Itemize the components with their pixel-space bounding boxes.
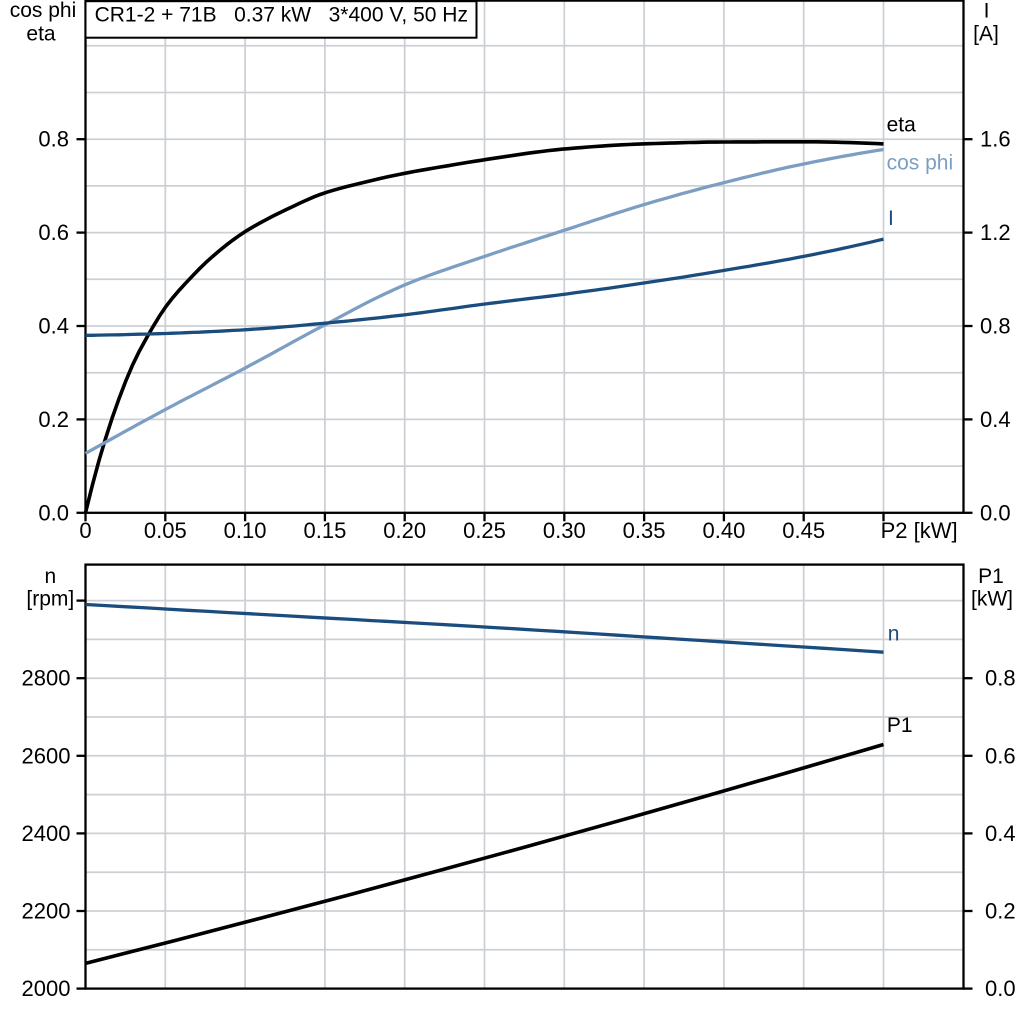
svg-text:0.0: 0.0 — [38, 500, 69, 525]
svg-text:0.25: 0.25 — [463, 518, 506, 543]
svg-text:[kW]: [kW] — [971, 588, 1013, 611]
svg-text:0.8: 0.8 — [985, 666, 1016, 691]
svg-text:0.40: 0.40 — [702, 518, 745, 543]
svg-text:0.0: 0.0 — [980, 500, 1011, 525]
svg-text:0.45: 0.45 — [782, 518, 825, 543]
svg-text:0.35: 0.35 — [623, 518, 666, 543]
svg-text:0.15: 0.15 — [303, 518, 346, 543]
svg-text:n: n — [888, 623, 900, 646]
svg-text:eta: eta — [26, 22, 56, 45]
svg-text:0.10: 0.10 — [224, 518, 267, 543]
svg-text:0.0: 0.0 — [985, 976, 1016, 1001]
svg-text:1.6: 1.6 — [980, 127, 1011, 152]
svg-text:cos phi: cos phi — [887, 152, 954, 175]
svg-text:cos phi: cos phi — [10, 0, 77, 22]
svg-text:P2 [kW]: P2 [kW] — [881, 518, 958, 543]
svg-text:P1: P1 — [978, 565, 1004, 588]
svg-text:CR1-2 + 71B 0.37 kW 3*400: CR1-2 + 71B 0.37 kW 3*400 V, 50 Hz — [95, 3, 468, 26]
svg-text:[rpm]: [rpm] — [26, 588, 74, 611]
svg-text:2800: 2800 — [22, 666, 71, 691]
svg-text:I: I — [888, 207, 894, 230]
svg-text:1.2: 1.2 — [980, 220, 1011, 245]
svg-text:2200: 2200 — [22, 899, 71, 924]
svg-text:P1: P1 — [887, 714, 913, 737]
svg-text:eta: eta — [887, 114, 917, 137]
svg-text:0.4: 0.4 — [985, 821, 1016, 846]
svg-text:0.4: 0.4 — [38, 314, 69, 339]
svg-text:0: 0 — [79, 518, 91, 543]
svg-text:2400: 2400 — [22, 821, 71, 846]
svg-text:2000: 2000 — [22, 976, 71, 1001]
svg-text:n: n — [44, 565, 56, 588]
svg-text:[A]: [A] — [973, 22, 999, 45]
svg-text:0.30: 0.30 — [543, 518, 586, 543]
svg-text:0.2: 0.2 — [985, 899, 1016, 924]
svg-text:0.8: 0.8 — [980, 314, 1011, 339]
svg-text:0.8: 0.8 — [38, 127, 69, 152]
svg-text:0.05: 0.05 — [144, 518, 187, 543]
svg-text:0.2: 0.2 — [38, 407, 69, 432]
svg-text:2600: 2600 — [22, 743, 71, 768]
svg-text:0.4: 0.4 — [980, 407, 1011, 432]
svg-text:0.20: 0.20 — [383, 518, 426, 543]
svg-text:0.6: 0.6 — [38, 220, 69, 245]
svg-text:0.6: 0.6 — [985, 743, 1016, 768]
svg-text:I: I — [984, 0, 990, 23]
